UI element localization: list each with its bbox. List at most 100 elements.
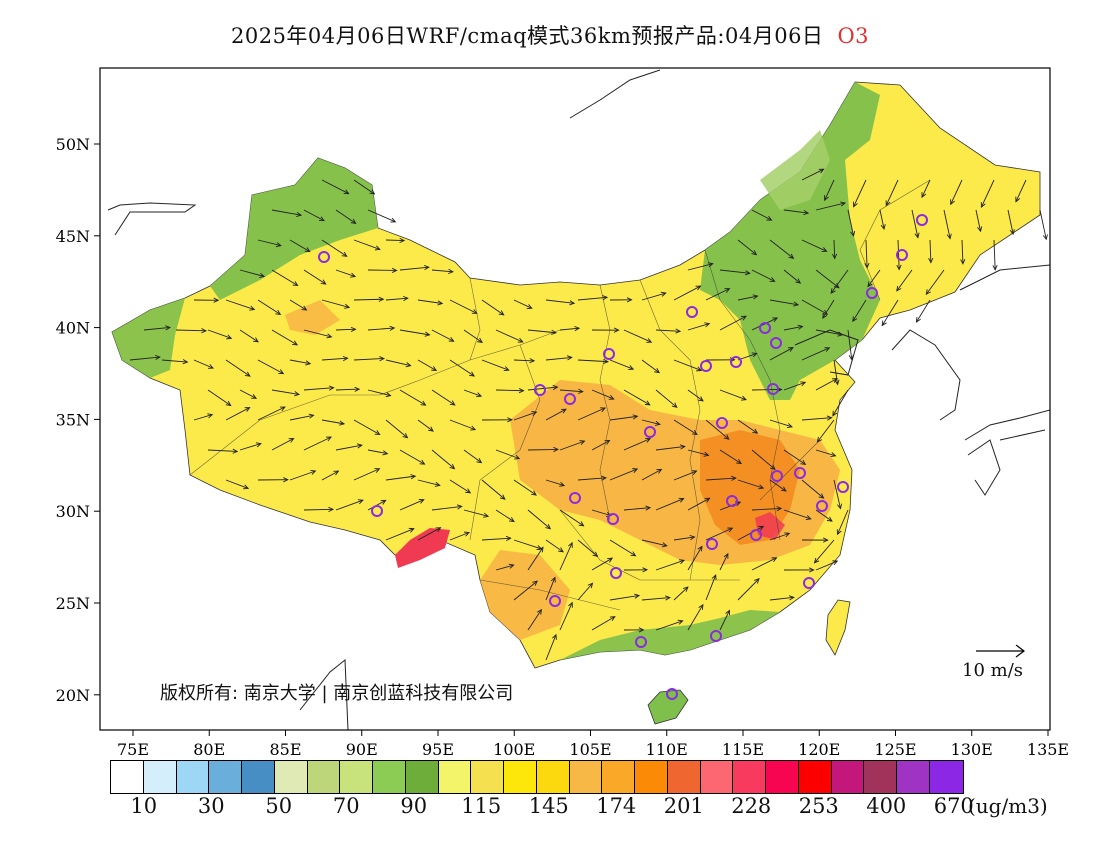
wind-vector	[705, 527, 734, 541]
wind-vector	[783, 449, 807, 465]
colorbar-label: 201	[663, 794, 704, 818]
wind-vector	[815, 449, 837, 458]
wind-vector	[577, 407, 606, 421]
wind-vector	[335, 209, 357, 224]
wind-scale-label: 10 m/s	[962, 660, 1023, 681]
wind-vector	[271, 389, 300, 397]
wind-vector	[417, 419, 434, 432]
wind-vector	[303, 436, 332, 451]
colorbar-swatch	[438, 761, 472, 793]
wind-vector	[751, 506, 783, 512]
city-station-marker	[767, 383, 779, 395]
wind-vector	[321, 419, 346, 426]
wind-vector	[687, 262, 714, 271]
wind-vector	[801, 537, 829, 543]
wind-vector	[559, 541, 573, 571]
colorbar-swatch	[700, 761, 734, 793]
wind-vector	[705, 288, 731, 301]
wind-vector	[225, 299, 256, 311]
city-station-marker	[726, 495, 738, 507]
wind-vector	[687, 497, 711, 511]
colorbar-swatch	[929, 761, 963, 793]
wind-vector	[960, 239, 966, 265]
city-station-marker	[318, 251, 330, 263]
wind-vectors	[129, 168, 1048, 661]
colorbar-swatch	[602, 761, 635, 793]
wind-vector	[815, 201, 847, 211]
wind-vector	[641, 359, 661, 374]
wind-vector	[687, 322, 711, 331]
wind-vector	[769, 479, 787, 492]
wind-vector	[449, 359, 476, 377]
wind-vector	[591, 509, 612, 517]
wind-vector	[609, 414, 639, 421]
wind-vector	[655, 389, 678, 408]
wind-vector	[271, 209, 303, 218]
colorbar-swatch	[667, 761, 701, 793]
wind-vector	[545, 576, 556, 601]
city-station-marker	[610, 567, 622, 579]
city-station-marker	[371, 505, 383, 517]
wind-vector	[705, 419, 730, 440]
wind-vector	[353, 468, 381, 481]
city-station-marker	[635, 636, 647, 648]
wind-vector	[321, 470, 340, 481]
wind-vector	[495, 449, 521, 460]
wind-vector	[737, 419, 759, 434]
wind-vector	[719, 609, 730, 631]
wind-vector	[609, 359, 635, 370]
wind-vector	[399, 499, 425, 511]
x-tick-label: 80E	[193, 740, 225, 759]
x-tick-label: 135E	[1027, 740, 1069, 759]
wind-vector	[513, 411, 538, 421]
x-tick-label: 125E	[874, 740, 916, 759]
wind-vector	[321, 355, 349, 362]
wind-vector	[737, 294, 759, 301]
wind-vector	[545, 408, 567, 421]
wind-vector	[257, 359, 285, 375]
wind-vector	[527, 329, 558, 335]
wind-vector	[737, 239, 758, 256]
wind-vector	[623, 505, 652, 511]
wind-vector	[335, 326, 357, 332]
city-station-marker	[564, 393, 576, 405]
x-tick-label: 100E	[493, 740, 535, 759]
wind-vector	[527, 384, 559, 391]
wind-vector	[577, 475, 607, 481]
city-station-marker	[666, 688, 678, 700]
wind-vector	[513, 299, 533, 309]
colorbar-swatch	[504, 761, 537, 793]
x-tick-label: 120E	[798, 740, 840, 759]
wind-vector	[225, 359, 251, 377]
wind-vector	[751, 449, 776, 470]
wind-vector	[303, 269, 327, 285]
wind-vector	[417, 479, 441, 487]
wind-vector	[719, 449, 742, 465]
wind-vector	[641, 291, 667, 301]
city-station-marker	[686, 306, 698, 318]
map-title: 2025年04月06日WRF/cmaq模式36km预报产品:04月06日 O3	[0, 20, 1100, 50]
wind-vector	[975, 209, 983, 233]
wind-vector	[417, 299, 444, 306]
colorbar-swatch	[798, 761, 832, 793]
wind-vector	[463, 389, 483, 398]
copyright-text: 版权所有: 南京大学 | 南京创蓝科技有限公司	[160, 683, 514, 704]
wind-vector	[769, 532, 791, 541]
y-tick-label: 50N	[56, 135, 90, 154]
region-orange-deep	[700, 430, 800, 545]
wind-vector	[335, 443, 363, 451]
city-station-marker	[607, 513, 619, 525]
wind-vector	[385, 359, 412, 368]
wind-vector	[239, 269, 266, 278]
wind-vector	[481, 299, 505, 316]
wind-vector	[641, 539, 668, 548]
wind-vector	[449, 419, 477, 431]
wind-vector	[641, 468, 663, 481]
wind-vector	[783, 381, 807, 391]
wind-vector	[527, 446, 560, 453]
wind-vector	[719, 552, 729, 571]
wind-vector	[673, 470, 698, 481]
colorbar	[110, 760, 964, 794]
wind-vector	[847, 329, 854, 361]
wind-vector	[609, 539, 637, 557]
